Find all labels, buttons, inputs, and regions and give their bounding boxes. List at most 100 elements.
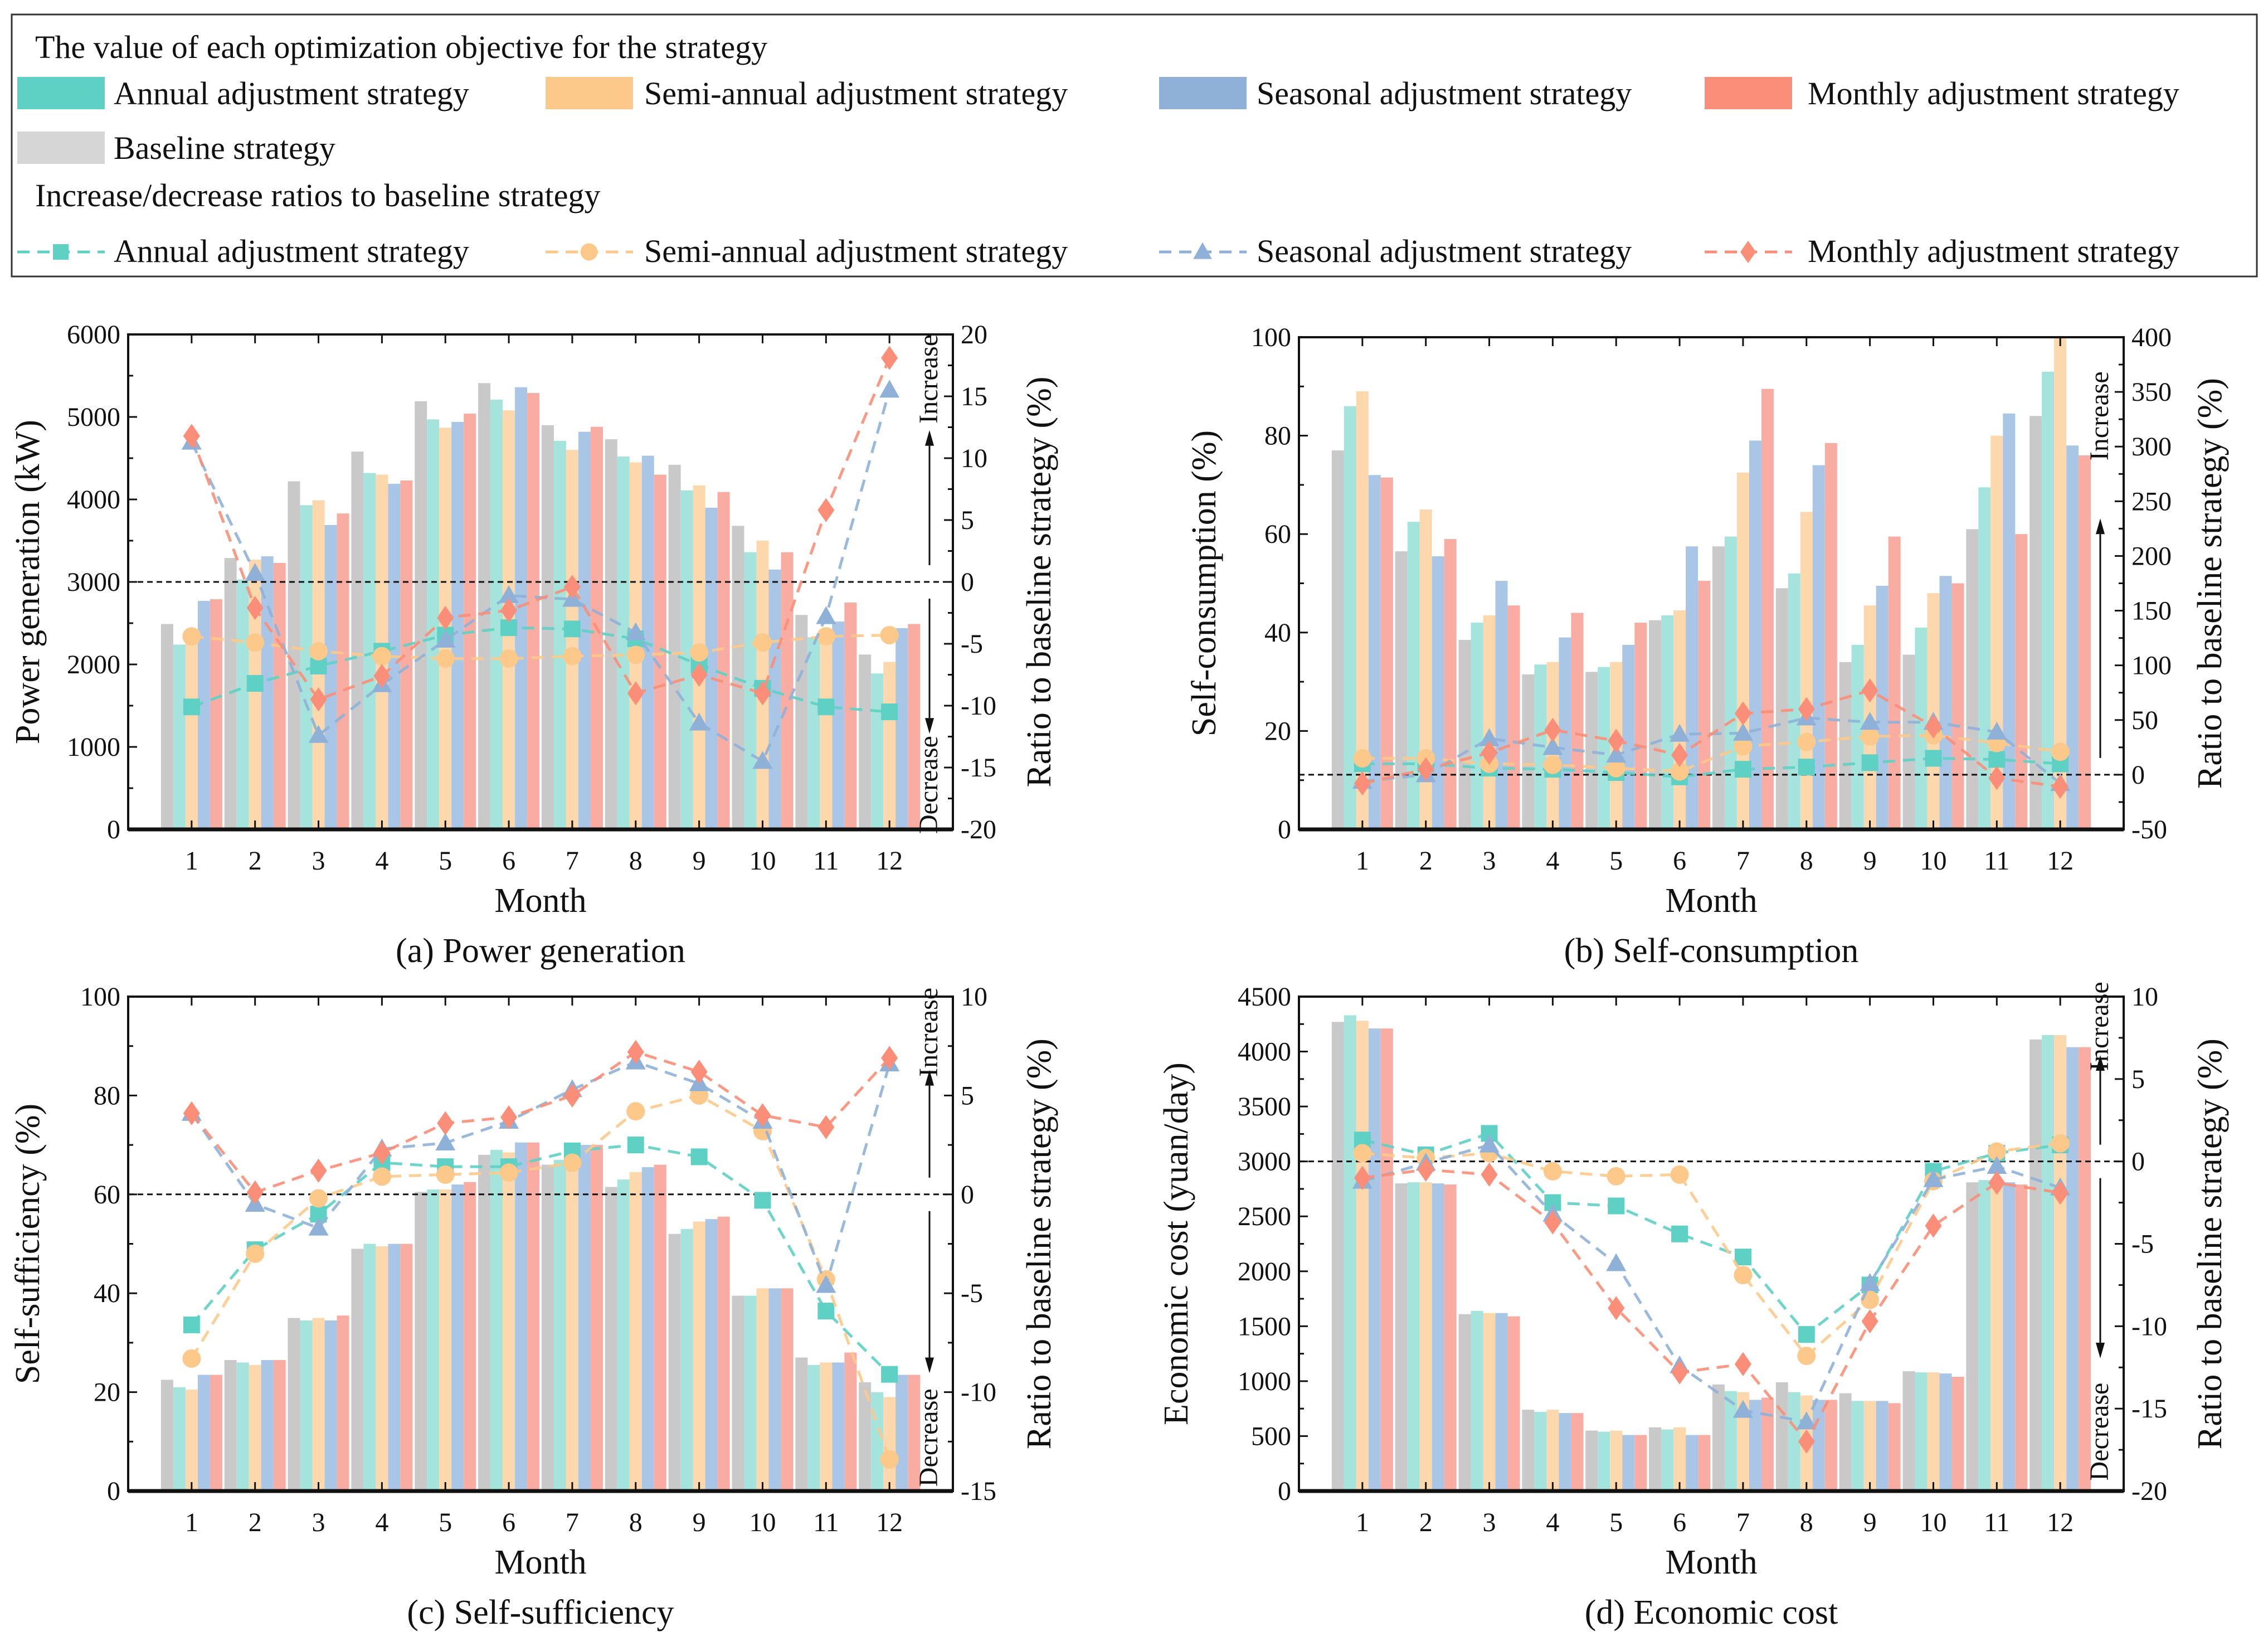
y2-tick-label: 15	[961, 382, 987, 411]
bar-semi-month-12	[2054, 1035, 2067, 1491]
bar-seasonal-month-9	[705, 507, 718, 829]
legend-frame	[11, 13, 2258, 278]
y-tick-label: 3500	[1238, 1092, 1291, 1121]
legend-label-seasonal-line: Seasonal adjustment strategy	[1257, 233, 1632, 269]
x-tick-label: 8	[1800, 846, 1813, 876]
bar-seasonal-month-6	[515, 387, 528, 829]
y2-axis-title: Ratio to baseline strategy (%)	[2191, 1038, 2229, 1449]
y2-axis-title: Ratio to baseline strategy (%)	[1020, 1038, 1058, 1449]
ratio-point-semi-month-1	[1353, 1144, 1372, 1163]
x-axis-title: Month	[494, 1543, 586, 1581]
ratio-point-semi-month-2	[246, 1244, 265, 1263]
ratio-point-monthly-month-9	[1861, 1309, 1878, 1334]
bar-baseline-month-4	[351, 1249, 364, 1491]
ratio-point-semi-month-10	[753, 633, 772, 652]
ratio-line-semi	[1362, 734, 2061, 773]
bar-monthly-month-2	[1444, 1184, 1457, 1491]
y2-tick-label: 5	[961, 506, 974, 535]
bar-baseline-month-8	[1775, 1382, 1788, 1491]
x-tick-label: 7	[566, 1508, 579, 1537]
y-tick-label: 100	[1251, 323, 1291, 352]
bar-semi-month-8	[1800, 512, 1813, 829]
bar-seasonal-month-4	[1559, 637, 1571, 829]
y2-tick-label: -50	[2131, 815, 2167, 844]
bar-seasonal-month-3	[324, 1320, 337, 1491]
ratio-point-semi-month-11	[816, 627, 835, 646]
ratio-point-seasonal-month-7	[1732, 722, 1753, 741]
bar-seasonal-month-10	[768, 1288, 781, 1491]
bar-seasonal-month-9	[1876, 585, 1889, 829]
bar-seasonal-month-6	[1686, 1435, 1698, 1491]
bar-seasonal-month-3	[324, 525, 337, 829]
chart-panel-d: 1 2 3 4 5 6 7 8 9 10 11 120500100015002000250030003…	[1157, 982, 2229, 1631]
bar-annual-month-6	[1661, 1429, 1674, 1491]
ratio-point-monthly-month-7	[1734, 1352, 1751, 1376]
bar-seasonal-month-12	[895, 628, 908, 829]
ratio-point-annual-month-6	[1671, 1225, 1688, 1242]
bar-baseline-month-9	[668, 464, 681, 829]
chart-panel-a: 1 2 3 4 5 6 7 8 9 10 11 120100020003000400050006000…	[9, 320, 1058, 970]
bar-monthly-month-2	[273, 1359, 286, 1491]
x-tick-label: 6	[502, 1508, 515, 1537]
bar-baseline-month-10	[1902, 654, 1915, 829]
bar-annual-month-11	[807, 1364, 820, 1491]
ratio-point-monthly-month-9	[1861, 678, 1878, 703]
bar-annual-month-1	[1344, 406, 1356, 829]
ratio-point-monthly-month-12	[881, 346, 898, 370]
bar-seasonal-month-8	[1812, 465, 1825, 829]
y-axis-title: Economic cost (yuan/day)	[1157, 1062, 1195, 1425]
x-tick-label: 1	[1356, 846, 1369, 876]
bar-annual-month-9	[1851, 644, 1864, 829]
increase-annotation: Increase	[2085, 982, 2114, 1071]
bar-baseline-month-4	[351, 451, 364, 829]
ratio-point-seasonal-month-11	[1987, 1155, 2007, 1174]
ratio-point-semi-month-8	[626, 1102, 645, 1121]
bar-annual-month-11	[1978, 487, 1991, 829]
bar-seasonal-month-2	[261, 1359, 274, 1491]
ratio-point-semi-month-6	[1670, 762, 1689, 781]
bar-monthly-month-8	[654, 474, 666, 829]
bar-seasonal-month-10	[1939, 1373, 1952, 1491]
x-tick-label: 4	[1546, 1508, 1559, 1537]
bar-monthly-month-12	[908, 1375, 921, 1491]
y2-tick-label: 0	[2131, 760, 2145, 790]
ratio-point-semi-month-6	[499, 649, 518, 668]
bar-seasonal-month-9	[1876, 1401, 1889, 1491]
chart-panel-c: 1 2 3 4 5 6 7 8 9 10 11 12020406080100-15-10-50510I…	[9, 982, 1058, 1631]
y-tick-label: 6000	[67, 320, 120, 349]
y2-axis-title: Ratio to baseline strategy (%)	[1020, 377, 1058, 788]
bar-seasonal-month-7	[578, 1145, 591, 1491]
x-tick-label: 6	[1673, 1508, 1686, 1537]
x-tick-label: 9	[1863, 1508, 1877, 1537]
bar-baseline-month-10	[1902, 1371, 1915, 1491]
y2-tick-label: 10	[2131, 982, 2158, 1012]
bar-annual-month-4	[1534, 1412, 1547, 1491]
bar-semi-month-12	[2054, 337, 2067, 829]
ratio-point-semi-month-8	[626, 645, 645, 664]
x-tick-label: 3	[1483, 846, 1496, 876]
ratio-point-annual-month-10	[1925, 750, 1942, 767]
bar-seasonal-month-2	[1432, 1183, 1444, 1491]
bar-annual-month-9	[1851, 1401, 1864, 1491]
y2-tick-label: -5	[961, 629, 983, 659]
bar-semi-month-2	[249, 1364, 261, 1491]
ratio-point-semi-month-7	[563, 647, 582, 666]
ratio-point-seasonal-month-5	[1606, 744, 1627, 763]
bar-monthly-month-4	[1571, 613, 1584, 829]
y-tick-label: 1000	[1238, 1367, 1291, 1396]
bar-semi-month-8	[629, 1172, 642, 1491]
ratio-point-seasonal-month-3	[1479, 1134, 1500, 1153]
bar-semi-month-1	[1356, 1021, 1369, 1491]
bar-monthly-month-3	[337, 513, 349, 829]
ratio-point-annual-month-7	[1734, 761, 1751, 778]
y2-tick-label: 10	[961, 444, 987, 473]
ratio-point-semi-month-5	[436, 649, 455, 668]
bar-semi-month-6	[1673, 1427, 1686, 1491]
bar-monthly-month-4	[1571, 1413, 1584, 1491]
bar-baseline-month-8	[1775, 588, 1788, 829]
bar-seasonal-month-5	[1622, 644, 1635, 829]
y-tick-label: 4000	[1238, 1037, 1291, 1067]
ratio-point-monthly-month-9	[690, 1060, 708, 1084]
ratio-point-annual-month-11	[817, 698, 835, 716]
bar-seasonal-month-12	[2066, 1047, 2079, 1491]
